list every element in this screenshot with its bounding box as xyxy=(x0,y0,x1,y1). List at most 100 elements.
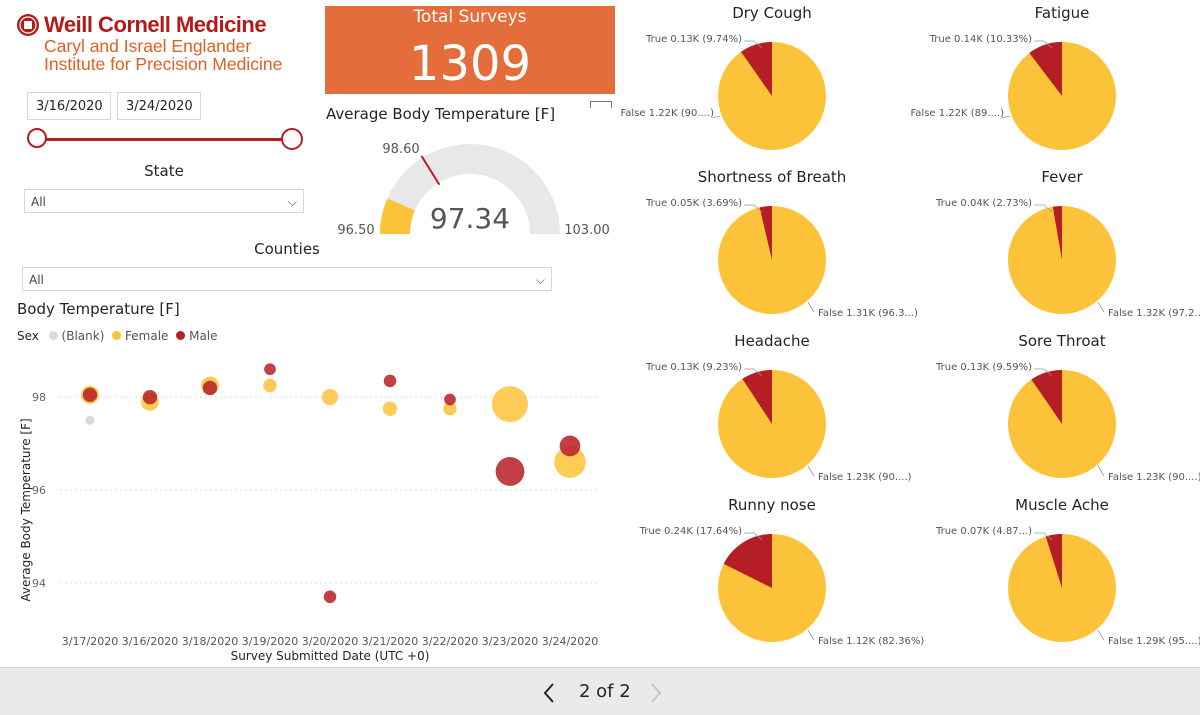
leader-line-false xyxy=(1097,301,1105,313)
end-date-input[interactable]: 3/24/2020 xyxy=(117,92,201,120)
pie-title: Sore Throat xyxy=(1018,332,1106,350)
pie-card: Fever True 0.04K (2.73%) False 1.32K (97.2… xyxy=(917,164,1200,328)
pie-chart xyxy=(711,40,826,150)
pie-slice-true[interactable] xyxy=(1045,534,1062,588)
leader-line-false xyxy=(807,301,815,313)
scatter-point-female[interactable] xyxy=(443,402,457,416)
pie-true-label: True 0.24K (17.64%) xyxy=(639,526,742,537)
leader-line-false xyxy=(1097,629,1105,641)
scatter-title: Body Temperature [F] xyxy=(17,300,180,318)
scatter-point-female[interactable] xyxy=(263,378,277,393)
scatter-point-female[interactable] xyxy=(554,446,586,478)
pie-false-label: False 1.31K (96.3...) xyxy=(818,308,918,319)
pie-true-label: True 0.14K (10.33%) xyxy=(929,34,1032,45)
state-slicer-label: State xyxy=(144,162,184,180)
focus-mode-icon[interactable] xyxy=(590,101,612,108)
scatter-point-male[interactable] xyxy=(559,435,581,457)
x-axis-title: Survey Submitted Date (UTC +0) xyxy=(231,649,430,663)
date-range-end-handle[interactable] xyxy=(281,128,303,150)
chevron-down-icon: ⌵ xyxy=(287,195,297,209)
pie-false-label: False 1.12K (82.36%) xyxy=(818,636,925,647)
pie-title: Fatigue xyxy=(1034,4,1090,22)
symptom-pies: Dry Cough True 0.13K (9.74%) False 1.22K (… xyxy=(620,0,1200,666)
pie-true-label: True 0.07K (4.87...) xyxy=(935,526,1032,537)
scatter-point-blank[interactable] xyxy=(85,415,95,425)
scatter-point-female[interactable] xyxy=(321,389,339,406)
counties-dropdown[interactable]: All ⌵ xyxy=(22,267,552,291)
counties-dropdown-value: All xyxy=(29,273,44,287)
legend-label-male: Male xyxy=(189,329,218,343)
y-tick-label: 94 xyxy=(32,577,46,590)
scatter-point-female[interactable] xyxy=(492,386,528,423)
scatter-point-male[interactable] xyxy=(383,374,397,388)
pie-title: Dry Cough xyxy=(732,4,812,22)
gauge-fill xyxy=(380,198,415,234)
pie-slice-true[interactable] xyxy=(742,370,772,424)
pie-card: Fatigue True 0.14K (10.33%) False 1.22K (8… xyxy=(910,0,1200,164)
x-tick-label: 3/17/2020 xyxy=(62,635,118,648)
scatter-point-male[interactable] xyxy=(82,387,98,403)
pie-slice-true[interactable] xyxy=(740,42,772,96)
pie-slice-true[interactable] xyxy=(1052,206,1062,260)
pie-true-label: True 0.13K (9.23%) xyxy=(646,362,742,373)
state-dropdown[interactable]: All ⌵ xyxy=(24,189,304,213)
gauge-target-label: 98.60 xyxy=(382,142,419,157)
pie-card: Dry Cough True 0.13K (9.74%) False 1.22K (… xyxy=(620,0,917,164)
pie-card: Runny nose True 0.24K (17.64%) False 1.12K… xyxy=(627,492,925,656)
pie-true-label: True 0.13K (9.59%) xyxy=(936,362,1032,373)
legend-label-blank: (Blank) xyxy=(61,329,105,343)
gauge-title: Average Body Temperature [F] xyxy=(326,105,556,123)
legend-dot-blank xyxy=(48,331,58,340)
pie-slice-true[interactable] xyxy=(723,534,772,588)
leader-line-false xyxy=(807,465,815,477)
leader-line-true xyxy=(1034,368,1053,377)
x-tick-label: 3/19/2020 xyxy=(242,635,298,648)
y-tick-label: 98 xyxy=(32,391,46,404)
date-range-track xyxy=(38,138,292,141)
pie-chart xyxy=(1008,204,1116,314)
scatter-point-female[interactable] xyxy=(382,401,398,416)
x-tick-label: 3/23/2020 xyxy=(482,635,538,648)
pie-false-label: False 1.22K (90....) xyxy=(620,108,714,119)
pie-false-label: False 1.23K (90....) xyxy=(1108,472,1200,483)
pie-slice-true[interactable] xyxy=(759,206,772,260)
leader-line-true xyxy=(1034,204,1053,213)
pie-title: Headache xyxy=(734,332,810,350)
chevron-down-icon: ⌵ xyxy=(535,273,545,287)
logo-subtitle-line1: Caryl and Israel Englander xyxy=(44,36,252,56)
leader-line-false xyxy=(807,629,815,641)
pie-true-label: True 0.05K (3.69%) xyxy=(646,198,742,209)
page-indicator: 2 of 2 xyxy=(579,681,631,702)
pie-card: Headache True 0.13K (9.23%) False 1.23K (9… xyxy=(627,328,917,492)
scatter-point-male[interactable] xyxy=(323,590,337,604)
gauge-min-label: 96.50 xyxy=(337,223,374,238)
scatter-point-male[interactable] xyxy=(202,380,218,396)
scatter-point-male[interactable] xyxy=(495,457,525,486)
scatter-point-male[interactable] xyxy=(264,363,276,376)
pie-false-label: False 1.29K (95....) xyxy=(1108,636,1200,647)
leader-line-true xyxy=(1034,532,1053,541)
x-tick-label: 3/24/2020 xyxy=(542,635,598,648)
scatter-point-male[interactable] xyxy=(444,393,456,406)
leader-line-true xyxy=(1034,40,1053,49)
pie-slice-true[interactable] xyxy=(1031,370,1062,424)
start-date-input[interactable]: 3/16/2020 xyxy=(27,92,111,120)
pie-card: Shortness of Breath True 0.05K (3.69%) Fal… xyxy=(627,164,918,328)
chevron-left-icon[interactable] xyxy=(541,682,557,704)
pie-slice-true[interactable] xyxy=(1029,42,1062,96)
pie-chart xyxy=(718,532,826,642)
counties-slicer-label: Counties xyxy=(254,240,320,258)
legend-title: Sex xyxy=(17,329,39,343)
pie-title: Fever xyxy=(1041,168,1083,186)
pie-chart xyxy=(718,204,826,314)
legend-dot-female xyxy=(112,331,122,340)
y-tick-label: 96 xyxy=(32,484,46,497)
date-range-start-handle[interactable] xyxy=(27,128,47,148)
gauge: 97.34 96.50 103.00 98.60 xyxy=(337,142,610,238)
pie-card: Muscle Ache True 0.07K (4.87...) False 1.2… xyxy=(917,492,1200,656)
leader-line-true xyxy=(744,204,763,213)
pie-chart xyxy=(1008,532,1116,642)
total-surveys-title: Total Surveys xyxy=(413,7,527,27)
gauge-max-label: 103.00 xyxy=(564,223,610,238)
scatter-point-male[interactable] xyxy=(142,389,158,405)
